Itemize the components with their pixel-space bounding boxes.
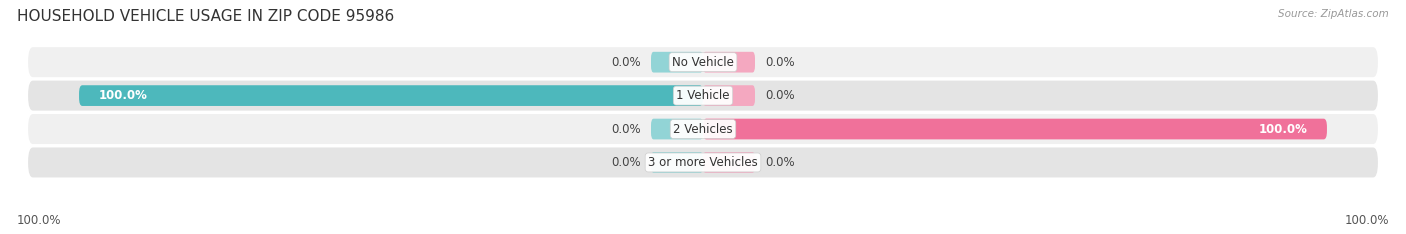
FancyBboxPatch shape — [703, 85, 755, 106]
Text: 0.0%: 0.0% — [612, 156, 641, 169]
FancyBboxPatch shape — [651, 152, 703, 173]
FancyBboxPatch shape — [79, 85, 703, 106]
Text: 100.0%: 100.0% — [98, 89, 148, 102]
FancyBboxPatch shape — [27, 146, 1379, 179]
Text: 0.0%: 0.0% — [612, 56, 641, 69]
Text: 0.0%: 0.0% — [612, 123, 641, 135]
FancyBboxPatch shape — [703, 152, 755, 173]
Text: 0.0%: 0.0% — [765, 89, 794, 102]
FancyBboxPatch shape — [27, 46, 1379, 78]
FancyBboxPatch shape — [651, 52, 703, 73]
Text: 100.0%: 100.0% — [1344, 214, 1389, 227]
FancyBboxPatch shape — [703, 119, 1327, 139]
Text: 1 Vehicle: 1 Vehicle — [676, 89, 730, 102]
FancyBboxPatch shape — [703, 52, 755, 73]
FancyBboxPatch shape — [651, 119, 703, 139]
Text: No Vehicle: No Vehicle — [672, 56, 734, 69]
Text: HOUSEHOLD VEHICLE USAGE IN ZIP CODE 95986: HOUSEHOLD VEHICLE USAGE IN ZIP CODE 9598… — [17, 9, 394, 24]
Text: 0.0%: 0.0% — [765, 56, 794, 69]
Text: 100.0%: 100.0% — [1258, 123, 1308, 135]
Text: Source: ZipAtlas.com: Source: ZipAtlas.com — [1278, 9, 1389, 19]
Text: 100.0%: 100.0% — [17, 214, 62, 227]
Text: 0.0%: 0.0% — [765, 156, 794, 169]
Text: 3 or more Vehicles: 3 or more Vehicles — [648, 156, 758, 169]
FancyBboxPatch shape — [27, 113, 1379, 145]
FancyBboxPatch shape — [27, 80, 1379, 112]
Text: 2 Vehicles: 2 Vehicles — [673, 123, 733, 135]
